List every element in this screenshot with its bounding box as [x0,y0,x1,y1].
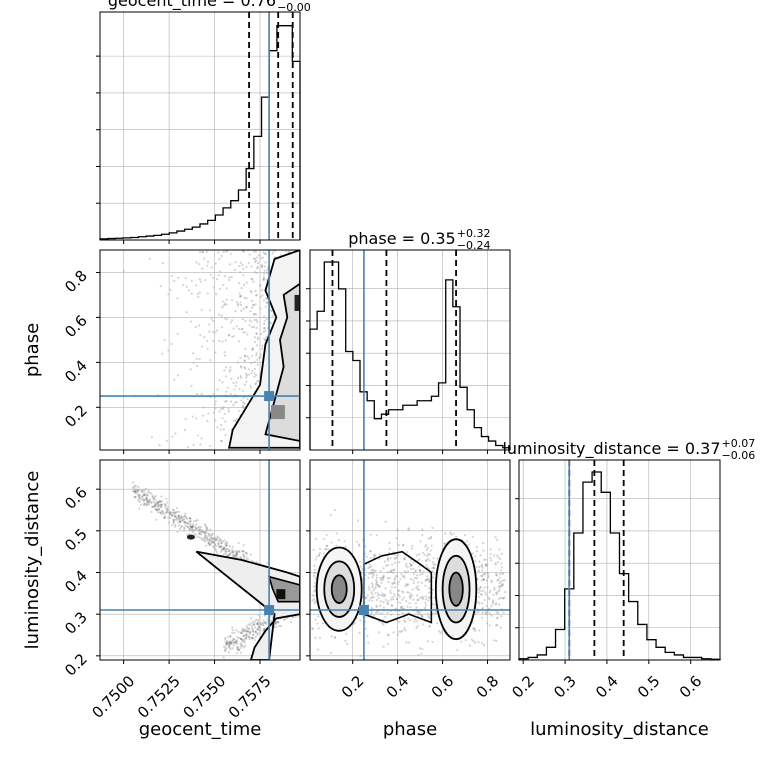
x-tick-label: 0.2 [338,672,368,702]
x-tick-label: 0.7500 [89,672,139,722]
panel-frame [99,11,301,241]
x-tick-label: 0.7575 [225,672,275,722]
x-tick-label: 0.7525 [134,672,184,722]
truth-marker [358,605,369,615]
y-axis-label-luminosity_distance: luminosity_distance [22,471,43,650]
panel-phase-hist [310,250,510,450]
truth-marker [264,391,275,402]
x-tick-label: 0.3 [550,672,580,702]
contour [264,282,300,442]
title-geocent_time: geocent_time = 0.76 [108,0,276,11]
density-peak [294,294,300,311]
panel-geocent_time-vs-distance [100,460,300,660]
x-tick-label: 0.5 [634,672,664,702]
x-axis-label-phase: phase [383,719,437,740]
title-minus-geocent_time: −0.00 [277,1,311,14]
plot-layer [96,11,721,664]
panel-frame [518,459,721,661]
density-peak [186,534,195,540]
y-tick-label: 0.8 [61,267,91,297]
x-tick-label: 0.2 [508,672,538,702]
title-phase: phase = 0.35 [348,229,455,248]
truth-marker [264,605,275,615]
panel-frame [99,459,301,661]
x-tick-label: 0.4 [592,672,622,702]
title-plus-luminosity_distance: +0.07 [722,437,756,450]
density-peak [270,405,285,420]
y-tick-label: 0.4 [61,356,91,386]
x-tick-label: 0.7550 [179,672,229,722]
y-tick-label: 0.2 [61,401,91,431]
y-tick-label: 0.4 [61,567,91,597]
contour [330,574,348,604]
histogram-geocent_time [99,25,301,240]
title-plus-geocent_time: +0.00 [277,0,311,2]
density-peak [276,589,286,600]
title-plus-phase: +0.32 [457,227,491,240]
panel-geocent_time-hist [100,12,300,240]
x-tick-label: 0.6 [676,672,706,702]
panel-frame [309,459,511,661]
x-tick-label: 0.4 [383,672,413,702]
y-tick-label: 0.6 [61,312,91,342]
y-tick-label: 0.6 [61,483,91,513]
contour [448,571,464,607]
contours-geocent_time-vs-distance [186,534,300,660]
y-axis-label-phase: phase [22,323,43,377]
title-minus-phase: −0.24 [457,239,491,252]
x-tick-label: 0.8 [473,672,503,702]
x-axis-label-geocent_time: geocent_time [139,719,262,740]
title-minus-luminosity_distance: −0.06 [722,449,756,462]
contours-geocent_time-vs-phase [227,250,300,449]
x-tick-label: 0.6 [428,672,458,702]
y-tick-label: 0.3 [61,608,91,638]
x-axis-label-luminosity_distance: luminosity_distance [530,719,709,740]
y-tick-label: 0.2 [61,650,91,680]
histogram-phase [309,261,511,450]
panel-frame [309,249,511,451]
panel-frame [99,249,301,451]
y-tick-label: 0.5 [61,525,91,555]
histogram-luminosity_distance [518,471,721,660]
title-luminosity_distance: luminosity_distance = 0.37 [502,439,720,459]
contour [363,550,433,624]
